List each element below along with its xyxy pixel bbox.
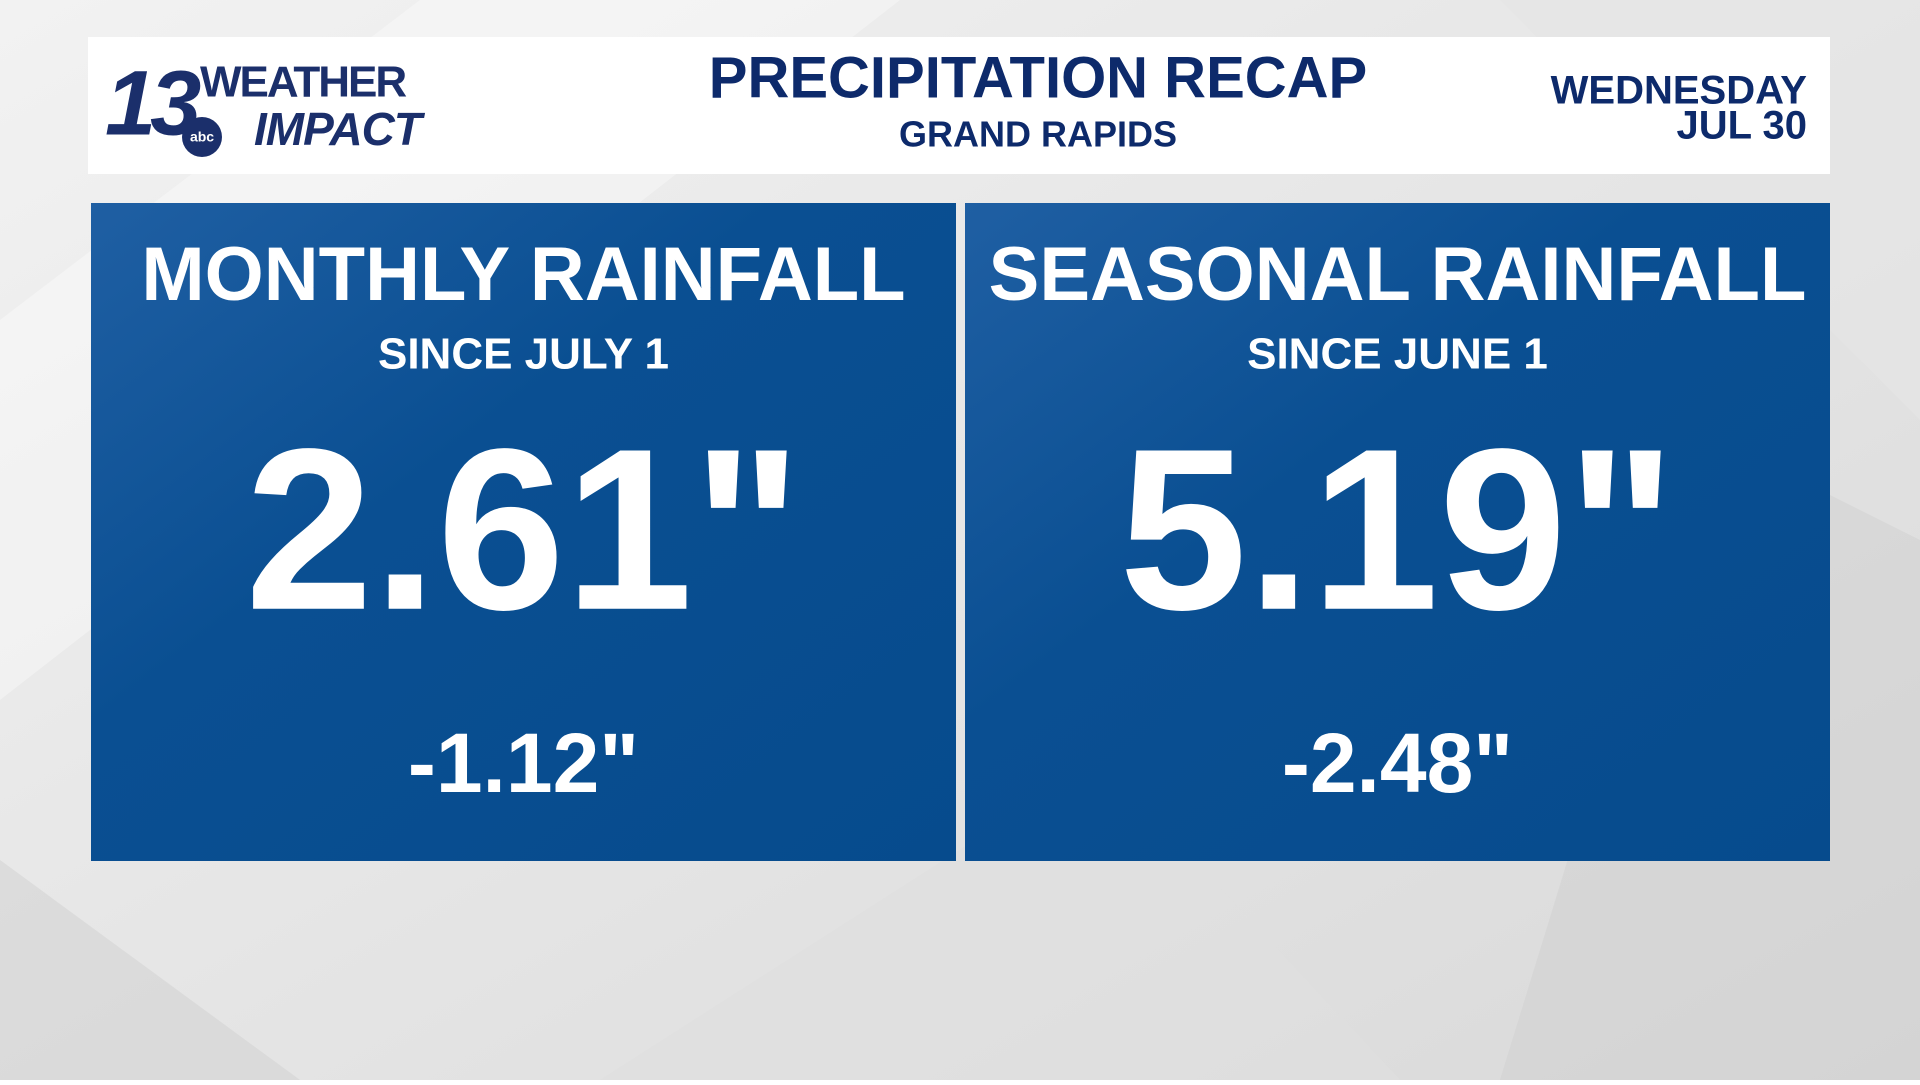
panels: MONTHLY RAINFALL SINCE JULY 1 2.61" -1.12" S… bbox=[91, 203, 1830, 861]
logo-line1: WEATHER bbox=[200, 58, 406, 107]
header-date: JUL 30 bbox=[1677, 104, 1807, 148]
logo-network: abc bbox=[190, 129, 214, 145]
panel-value: 5.19" bbox=[1119, 401, 1676, 658]
panel-departure: -2.48" bbox=[1282, 716, 1513, 810]
header-bar bbox=[88, 37, 1830, 174]
bg-shape bbox=[600, 760, 1400, 1080]
panel-title: SEASONAL RAINFALL bbox=[989, 232, 1807, 317]
header-day: WEDNESDAY bbox=[1551, 69, 1808, 113]
panel-value: 2.61" bbox=[245, 401, 802, 658]
logo-line2: IMPACT bbox=[254, 103, 426, 155]
logo-badge bbox=[182, 117, 222, 157]
panel-subtitle: SINCE JULY 1 bbox=[378, 330, 669, 379]
panel-departure: -1.12" bbox=[408, 716, 639, 810]
bg-shape bbox=[0, 860, 300, 1080]
panel bbox=[965, 203, 1830, 861]
header-subtitle: GRAND RAPIDS bbox=[899, 114, 1177, 155]
header-title: PRECIPITATION RECAP bbox=[709, 45, 1367, 110]
panel-title: MONTHLY RAINFALL bbox=[141, 232, 905, 317]
panel-subtitle: SINCE JUNE 1 bbox=[1247, 330, 1548, 379]
panel bbox=[91, 203, 956, 861]
